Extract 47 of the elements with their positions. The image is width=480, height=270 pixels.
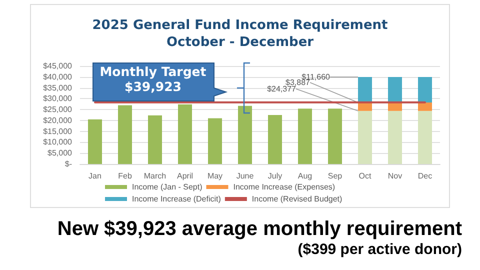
bar (358, 110, 372, 164)
x-tick-label: Feb (118, 172, 132, 180)
x-tick-label: Jan (88, 172, 102, 180)
bar (418, 77, 432, 102)
data-label: $11,660 (302, 72, 331, 82)
x-tick-label: Oct (358, 172, 372, 180)
bar (268, 115, 282, 164)
x-tick-label: May (207, 172, 223, 180)
x-tick-label: April (176, 172, 194, 180)
y-tick-label: $15,000 (43, 126, 73, 136)
legend-label: Income Increase (Deficit) (132, 194, 222, 204)
x-tick-label: June (236, 172, 254, 180)
bar (148, 115, 162, 164)
legend-label: Income (Revised Budget) (252, 194, 343, 204)
bar (298, 108, 312, 164)
y-tick-label: $10,000 (43, 138, 73, 147)
bar (328, 108, 342, 164)
x-tick-label: March (144, 172, 166, 180)
x-tick-label: Dec (418, 172, 432, 180)
y-tick-label: $45,000 (43, 62, 73, 70)
text: ($399 per active donor) (298, 241, 462, 258)
y-tick-label: $35,000 (43, 83, 73, 92)
x-tick-label: Aug (298, 172, 312, 180)
bar (88, 119, 102, 164)
y-tick-label: $- (64, 160, 72, 168)
y-tick-label: $40,000 (43, 72, 73, 82)
bar (238, 106, 252, 164)
legend-label: Income Increase (Expenses) (233, 182, 336, 192)
bar (358, 77, 372, 102)
bar (418, 102, 432, 111)
y-tick-label: $20,000 (43, 116, 73, 125)
bar (388, 77, 402, 102)
y-tick-label: $25,000 (43, 105, 73, 114)
legend-label: Income (Jan - Sept) (132, 182, 203, 192)
bar (208, 118, 222, 164)
x-tick-label: July (268, 172, 282, 180)
text: New $39,923 average monthly requirement (57, 218, 462, 241)
x-tick-label: Nov (388, 172, 402, 180)
y-tick-label: $30,000 (43, 94, 73, 104)
bar (418, 110, 432, 164)
chart-title: 2025 General Fund Income Requirement October - December (92, 18, 388, 50)
y-tick-label: $5,000 (48, 148, 73, 158)
bar (118, 105, 132, 164)
annotation: Monthly Target $39,923 (98, 64, 208, 94)
x-tick-label: Sep (328, 172, 343, 180)
bar (178, 104, 192, 164)
bar (388, 110, 402, 164)
